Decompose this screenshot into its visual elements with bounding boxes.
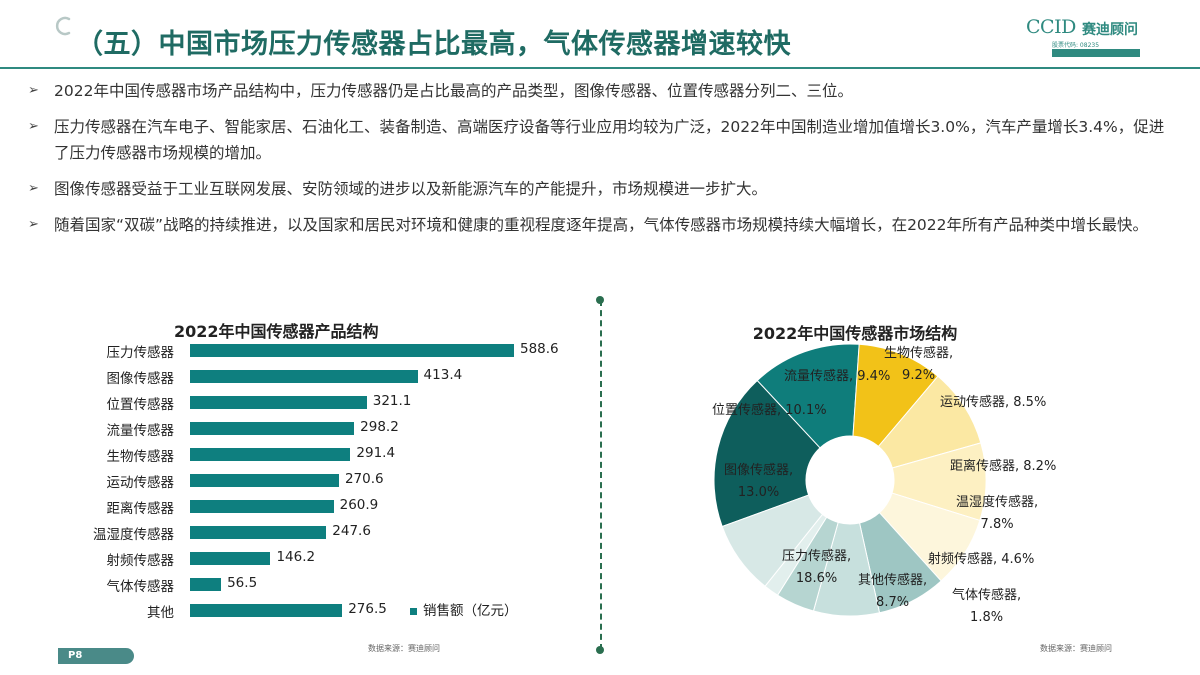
bullet-text: 图像传感器受益于工业互联网发展、安防领域的进步以及新能源汽车的产能提升，市场规模…: [54, 180, 768, 198]
bar-value-label: 146.2: [276, 549, 316, 565]
bar: [190, 422, 355, 435]
pie-slice-label: 生物传感器, 9.2%: [884, 346, 954, 383]
bullet-item: ➢ 压力传感器在汽车电子、智能家居、石油化工、装备制造、高端医疗设备等行业应用均…: [28, 114, 1178, 166]
bar-chart-legend: 销售额（亿元）: [410, 599, 518, 619]
bar-category-label: 其他: [147, 605, 174, 621]
page-title: （五）中国市场压力传感器占比最高，气体传感器增速较快: [76, 29, 791, 60]
bar: [190, 474, 339, 487]
divider-dot-top: [596, 296, 604, 304]
logo-code: 股票代码: 08235: [1052, 42, 1100, 49]
bullet-item: ➢ 图像传感器受益于工业互联网发展、安防领域的进步以及新能源汽车的产能提升，市场…: [28, 176, 1178, 202]
bar-value-label: 276.5: [348, 601, 387, 617]
pie-slice-label: 其他传感器, 8.7%: [858, 573, 928, 610]
bar-category-label: 图像传感器: [106, 371, 175, 387]
legend-label: 销售额（亿元）: [423, 603, 518, 619]
bar-value-label: 270.6: [344, 471, 384, 487]
bar-chart-title: 2022年中国传感器产品结构: [174, 322, 379, 341]
logo-mark: CCID: [1026, 16, 1076, 38]
bar: [190, 552, 271, 565]
bar: [190, 448, 351, 461]
bar-value-label: 298.2: [360, 419, 399, 435]
bar-category-label: 位置传感器: [106, 397, 175, 413]
bar-category-label: 生物传感器: [106, 449, 175, 465]
bullet-arrow-icon: ➢: [28, 83, 39, 98]
logo-slogan-bar: [1052, 49, 1140, 57]
bar: [190, 526, 327, 539]
pie-slice-label: 运动传感器, 8.5%: [940, 395, 1047, 410]
bar-value-label: 247.6: [332, 523, 371, 539]
bar: [190, 396, 367, 409]
bullet-text: 2022年中国传感器市场产品结构中，压力传感器仍是占比最高的产品类型，图像传感器…: [54, 82, 853, 100]
bar: [190, 604, 343, 617]
bar-value-label: 588.6: [520, 341, 559, 357]
chart-divider: [600, 300, 602, 650]
bar-category-label: 距离传感器: [106, 501, 175, 517]
bullet-item: ➢ 随着国家“双碳”战略的持续推进，以及国家和居民对环境和健康的重视程度逐年提高…: [28, 212, 1178, 238]
pie-slice-label: 温湿度传感器, 7.8%: [956, 495, 1039, 532]
bar-category-label: 压力传感器: [106, 345, 175, 361]
bar-category-label: 气体传感器: [106, 579, 175, 595]
bullet-text: 随着国家“双碳”战略的持续推进，以及国家和居民对环境和健康的重视程度逐年提高，气…: [54, 216, 1149, 234]
bar-value-label: 291.4: [356, 445, 396, 461]
bar: [190, 370, 418, 383]
bullet-list: ➢ 2022年中国传感器市场产品结构中，压力传感器仍是占比最高的产品类型，图像传…: [28, 78, 1178, 248]
pie-slice: [756, 343, 860, 449]
bar-category-label: 运动传感器: [106, 475, 175, 491]
company-logo: CCID 赛迪顾问 股票代码: 08235: [1026, 14, 1146, 62]
bar-value-label: 56.5: [227, 575, 258, 591]
pie-slice-label: 位置传感器, 10.1%: [712, 403, 827, 418]
bullet-item: ➢ 2022年中国传感器市场产品结构中，压力传感器仍是占比最高的产品类型，图像传…: [28, 78, 1178, 104]
pie-slice: [721, 494, 824, 587]
header-divider: [0, 67, 1200, 69]
pie-slice-label: 图像传感器, 13.0%: [724, 463, 794, 500]
pie-slice-label: 流量传感器, 9.4%: [784, 369, 891, 384]
logo-name: 赛迪顾问: [1082, 22, 1138, 38]
bar-value-label: 260.9: [339, 497, 379, 513]
pie-slice-label: 气体传感器, 1.8%: [952, 588, 1022, 625]
decorative-arc-icon: [55, 16, 71, 36]
bullet-arrow-icon: ➢: [28, 181, 39, 196]
bar: [190, 500, 334, 513]
bar-value-label: 321.1: [372, 393, 412, 409]
bar: [190, 578, 222, 591]
bullet-arrow-icon: ➢: [28, 119, 39, 134]
divider-dot-bottom: [596, 646, 604, 654]
bar-category-label: 温湿度传感器: [93, 527, 174, 543]
pie-slice-label: 射频传感器, 4.6%: [928, 552, 1035, 567]
pie-chart-source: 数据来源：赛迪顾问: [1040, 644, 1112, 653]
page-number: P8: [58, 648, 134, 664]
bullet-text: 压力传感器在汽车电子、智能家居、石油化工、装备制造、高端医疗设备等行业应用均较为…: [54, 118, 1165, 162]
bar-chart-source: 数据来源：赛迪顾问: [368, 644, 440, 653]
bar-value-label: 413.4: [423, 367, 463, 383]
legend-swatch: [410, 607, 417, 615]
pie-slice-label: 距离传感器, 8.2%: [950, 459, 1057, 474]
bar: [190, 344, 514, 357]
pie-chart-title: 2022年中国传感器市场结构: [752, 324, 958, 343]
bar-category-label: 射频传感器: [106, 553, 175, 569]
bullet-arrow-icon: ➢: [28, 217, 39, 232]
pie-slice-label: 压力传感器, 18.6%: [782, 549, 852, 586]
pie-chart: [713, 343, 987, 617]
bar-chart: 2022年中国传感器产品结构 销售额（亿元） 压力传感器 588.6 图像传感器 41…: [60, 315, 560, 635]
pie-slice: [713, 379, 821, 528]
bar-category-label: 流量传感器: [106, 423, 175, 439]
